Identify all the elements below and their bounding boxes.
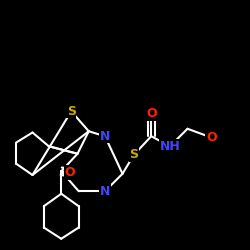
Text: NH: NH (160, 140, 180, 153)
Text: N: N (100, 130, 110, 143)
Text: O: O (65, 166, 75, 179)
Text: S: S (129, 148, 138, 162)
Text: N: N (100, 185, 110, 198)
Text: O: O (146, 107, 156, 120)
Text: S: S (67, 105, 76, 118)
Text: O: O (206, 131, 216, 144)
